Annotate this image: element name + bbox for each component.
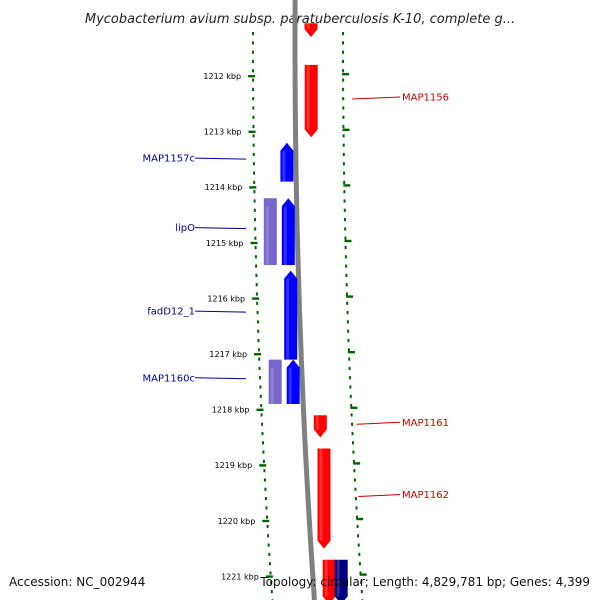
label-connector [194,227,247,230]
backbone-arc [292,0,317,600]
gene-feature [286,359,300,404]
gene-fadD12_1 [284,270,298,360]
gene-feature [281,198,295,265]
major-tick-left [248,130,256,133]
kbp-label: 1212 kbp [203,72,241,81]
gene-highlight [286,278,290,360]
gene-highlight [324,559,328,597]
gene-label-MAP1157c: MAP1157c [143,154,195,165]
label-connector [358,494,401,498]
kbp-label: 1221 kbp [221,572,259,581]
kbp-label: 1220 kbp [218,517,256,526]
major-tick-right [346,295,354,298]
gene-label-MAP1160c: MAP1160c [143,373,195,384]
label-connector [356,421,401,425]
major-tick-right [342,128,350,131]
major-tick-left [252,297,260,300]
gene-highlight [270,367,274,405]
major-tick-right [359,573,367,576]
gene-highlight [306,23,310,30]
gene-features [263,23,348,600]
label-connector [194,157,247,160]
gene-MAP1157c [280,142,294,182]
label-connector [194,377,247,380]
gene-label-lipO: lipO [175,223,195,234]
major-tick-left [256,408,264,411]
major-tick-right [343,184,351,187]
gene-MAP1160c [268,359,282,404]
gene-MAP1161 [313,415,327,438]
map-title: Mycobacterium avium subsp. paratuberculo… [85,12,515,27]
gene-highlight [282,150,286,182]
gene-feature [334,559,348,600]
gene-feature [322,559,336,600]
major-tick-right [350,406,358,409]
gene-highlight [336,559,340,597]
kbp-label: 1214 kbp [205,183,243,192]
gene-MAP1156 [304,64,318,138]
gene-label-MAP1162: MAP1162 [402,490,449,501]
gene-label-MAP1156: MAP1156 [402,93,449,104]
kbp-label: 1215 kbp [206,239,244,248]
major-tick-left [265,575,273,578]
gene-highlight [283,206,287,265]
major-tick-left [262,519,270,523]
gene-MAP1162 [317,448,331,549]
kbp-label: 1219 kbp [214,461,252,470]
gene-lipO [263,198,277,265]
gene-highlight [319,448,323,541]
left-tick-ring [248,32,274,600]
gene-highlight [288,367,292,405]
kbp-label: 1213 kbp [204,128,242,137]
label-connector [194,310,247,313]
gene-highlight [265,206,269,265]
topology-text: Topology: circular; Length: 4,829,781 bp… [259,575,590,589]
gene-feature [304,23,318,38]
major-tick-right [344,239,352,243]
accession-text: Accession: NC_002944 [9,575,145,589]
kbp-label: 1218 kbp [212,406,250,415]
gene-labels: MAP1156 MAP1157c lipO fadD12_1 MAP1160c MAP11… [143,93,449,502]
major-tick-left [249,186,257,189]
major-tick-right [348,351,355,354]
right-tick-ring [342,32,367,600]
backbone [292,0,317,600]
gene-highlight [306,64,310,130]
label-connector [352,96,401,100]
major-tick-left [248,75,256,78]
kbp-labels: 1212 kbp 1213 kbp 1214 kbp 1215 kbp 1216 kbp… [203,72,258,581]
gene-label-MAP1161: MAP1161 [402,418,449,429]
major-tick-left [259,464,267,467]
tick-rings [248,32,367,600]
major-tick-left [254,353,262,356]
gene-label-fadD12_1: fadD12_1 [147,307,195,318]
kbp-label: 1217 kbp [209,350,247,359]
kbp-label: 1216 kbp [207,294,245,303]
major-tick-right [353,462,361,465]
major-tick-left [250,241,258,245]
gene-highlight [315,415,319,430]
major-tick-right [342,73,350,76]
major-tick-right [356,517,364,521]
